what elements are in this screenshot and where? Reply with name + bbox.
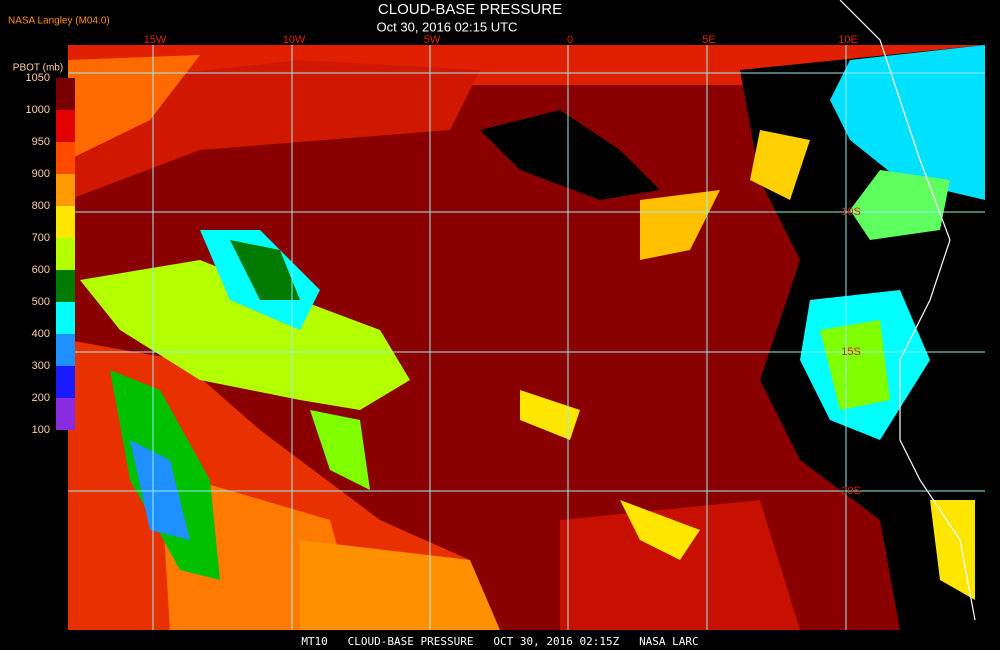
colorbar: 1050 1000 950 900 800 700 600 500 400 300 200 100 bbox=[26, 72, 75, 436]
map-labels: 15W 10W 5W 0 5E 10E 10S 15S 20S bbox=[144, 34, 861, 497]
longitude-label: 10E bbox=[838, 34, 858, 46]
colorbar-bin bbox=[56, 174, 75, 206]
colorbar-label: 800 bbox=[32, 200, 50, 212]
colorbar-label: 600 bbox=[32, 264, 50, 276]
lat-lon-grid bbox=[68, 45, 985, 630]
source-label: NASA Langley (M04.0) bbox=[8, 16, 110, 27]
colorbar-bin bbox=[56, 334, 75, 366]
subtitle: Oct 30, 2016 02:15 UTC bbox=[377, 19, 518, 34]
colorbar-label: 1050 bbox=[26, 72, 50, 84]
colorbar-bin bbox=[56, 302, 75, 334]
colorbar-label: 950 bbox=[32, 136, 50, 148]
colorbar-label: 300 bbox=[32, 360, 50, 372]
latitude-label: 10S bbox=[841, 206, 861, 218]
longitude-label: 0 bbox=[567, 34, 573, 46]
colorbar-label: 200 bbox=[32, 392, 50, 404]
colorbar-bin bbox=[56, 142, 75, 174]
longitude-label: 10W bbox=[283, 34, 306, 46]
colorbar-label: 100 bbox=[32, 424, 50, 436]
colorbar-bin bbox=[56, 398, 75, 430]
colorbar-bin bbox=[56, 110, 75, 142]
colorbar-bin bbox=[56, 366, 75, 398]
colorbar-bin bbox=[56, 270, 75, 302]
colorbar-label: 700 bbox=[32, 232, 50, 244]
latitude-label: 20S bbox=[841, 485, 861, 497]
colorbar-bin bbox=[56, 206, 75, 238]
legend-title: PBOT (mb) bbox=[13, 63, 63, 74]
colorbar-bin bbox=[56, 78, 75, 110]
latitude-label: 15S bbox=[841, 346, 861, 358]
longitude-label: 5E bbox=[702, 34, 715, 46]
title: CLOUD-BASE PRESSURE bbox=[378, 1, 562, 18]
colorbar-label: 400 bbox=[32, 328, 50, 340]
colorbar-label: 900 bbox=[32, 168, 50, 180]
colorbar-bin bbox=[56, 238, 75, 270]
satellite-image bbox=[68, 0, 985, 630]
colorbar-label: 1000 bbox=[26, 104, 50, 116]
footer: MT10 CLOUD-BASE PRESSURE OCT 30, 2016 02… bbox=[301, 635, 698, 648]
longitude-label: 15W bbox=[144, 34, 167, 46]
longitude-label: 5W bbox=[424, 34, 441, 46]
colorbar-label: 500 bbox=[32, 296, 50, 308]
